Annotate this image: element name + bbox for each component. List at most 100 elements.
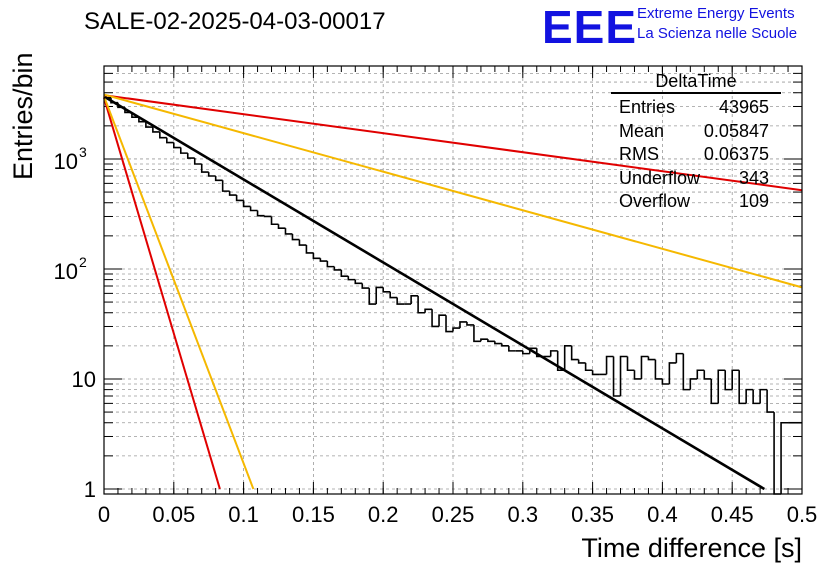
histogram-bin — [375, 286, 384, 305]
fit-line-red — [103, 94, 803, 192]
stats-row-underflow: Underflow 343 — [611, 167, 781, 191]
histogram-bin — [221, 180, 230, 192]
histogram-bin — [522, 350, 530, 355]
histogram-bin — [347, 276, 356, 281]
stats-value: 109 — [738, 191, 769, 211]
y-tick-label: 10 — [54, 149, 78, 174]
histogram-bin — [682, 353, 691, 391]
y-tick-label-exponent: 3 — [79, 144, 87, 160]
logo-text: Extreme Energy Events La Scienza nelle S… — [637, 4, 797, 44]
y-tick-label: 10 — [54, 259, 78, 284]
histogram-bin — [124, 107, 132, 114]
x-tick-label: 0.35 — [571, 502, 614, 527]
stats-label: Entries — [619, 97, 676, 117]
fit-lines — [103, 93, 803, 491]
histogram-bin — [480, 338, 488, 342]
histogram-bin — [173, 142, 181, 149]
histogram-bin — [591, 370, 600, 376]
histogram-bin — [466, 321, 474, 326]
stats-row-rms: RMS 0.06375 — [611, 143, 781, 167]
histogram-bin — [382, 287, 391, 293]
histogram-bin — [766, 389, 775, 413]
histogram-bin — [214, 176, 223, 182]
x-tick-label: 0 — [98, 502, 110, 527]
plot-frame — [103, 65, 803, 495]
histogram-bin — [675, 352, 684, 363]
tick-labels: 0 0.05 0.1 0.15 0.2 0.25 0.3 0.35 0.4 0.45 0.5 1 10 1… — [54, 144, 818, 527]
x-tick-label: 0.15 — [292, 502, 335, 527]
histogram-bin — [696, 369, 705, 379]
stats-value: 43965 — [718, 97, 769, 117]
histogram-bin — [389, 291, 398, 299]
histogram-bin — [284, 228, 293, 235]
histogram-bin — [396, 297, 405, 305]
histogram-bin — [528, 347, 537, 354]
histogram-bin — [738, 370, 747, 405]
histogram-bin — [152, 127, 160, 133]
histogram-bin — [773, 412, 782, 495]
histogram-bin — [354, 279, 363, 285]
histogram-bin — [291, 233, 300, 241]
histogram-bin — [117, 102, 125, 109]
stats-label: Mean — [619, 120, 665, 141]
histogram-bin — [473, 324, 481, 343]
histogram-bin — [584, 362, 593, 372]
stats-value: 0.05847 — [703, 120, 769, 141]
x-tick-label: 0.45 — [711, 502, 754, 527]
stats-box: DeltaTime Entries 43965 Mean 0.05847 RMS… — [611, 70, 781, 214]
histogram-bin — [138, 117, 146, 123]
histogram-bin — [577, 359, 586, 364]
histogram-bin — [759, 388, 768, 404]
histogram-bin — [166, 137, 174, 144]
x-tick-label: 0.25 — [432, 502, 475, 527]
x-tick-label: 0.4 — [647, 502, 678, 527]
histogram-bin — [228, 191, 237, 196]
histogram-bin — [717, 369, 726, 404]
stats-label: RMS — [619, 144, 659, 164]
y-tick-label: 10 — [72, 367, 96, 392]
stats-row-entries: Entries 43965 — [611, 96, 781, 120]
histogram-bin — [145, 121, 153, 128]
histogram-bin — [110, 97, 118, 104]
histogram-bin — [724, 370, 733, 391]
histogram-bin — [445, 315, 453, 333]
histogram-bin — [235, 195, 244, 202]
logo-line-2: La Scienza nelle Scuole — [637, 25, 798, 42]
histogram-bin — [703, 370, 712, 380]
histogram-bin — [745, 388, 754, 404]
histogram-bin — [633, 370, 642, 380]
histogram-bin — [179, 147, 188, 154]
y-axis-label: Entries/bin — [8, 52, 38, 180]
histogram-bin — [563, 345, 572, 371]
stats-title: DeltaTime — [655, 71, 737, 91]
histogram-bin — [312, 252, 321, 260]
histogram-bin — [535, 348, 544, 358]
histogram-bin — [277, 224, 286, 229]
fit-line-red — [103, 97, 221, 490]
x-tick-label: 0.05 — [152, 502, 195, 527]
histogram-bin — [654, 359, 663, 380]
histogram-bin — [668, 362, 677, 384]
histogram-bin — [619, 355, 628, 397]
x-tick-label: 0.3 — [508, 502, 539, 527]
fit-line-black — [103, 95, 765, 491]
histogram-bin — [186, 153, 195, 159]
histogram-bin — [242, 200, 251, 208]
page-title: SALE-02-2025-04-03-00017 — [84, 8, 386, 35]
histogram-bin — [494, 341, 502, 345]
histogram-bin — [556, 350, 565, 372]
histogram-bin — [731, 369, 740, 390]
histogram-bin — [256, 210, 265, 217]
histogram-bin — [270, 216, 279, 226]
histogram-bin — [207, 172, 216, 177]
histogram-bin — [319, 258, 328, 262]
stats-row-mean: Mean 0.05847 — [611, 120, 781, 144]
histogram-bin — [626, 356, 635, 372]
stats-row-overflow: Overflow 109 — [611, 190, 781, 214]
histogram-bin — [249, 206, 258, 212]
stats-value: 0.06375 — [703, 144, 769, 164]
histogram-bin — [452, 327, 460, 332]
histogram-bin — [710, 378, 719, 405]
histogram-bin — [612, 356, 621, 397]
histogram-bin — [487, 339, 495, 343]
